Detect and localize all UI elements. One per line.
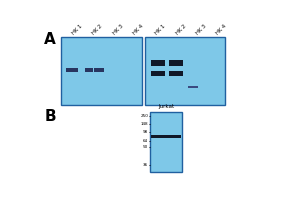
Text: HK 1: HK 1 [71,23,84,36]
Text: Jurkat: Jurkat [158,104,174,109]
Bar [151,71,164,76]
Bar [85,68,93,72]
Text: HK 1: HK 1 [154,23,167,36]
Bar [169,71,183,76]
Text: A: A [44,32,56,47]
Text: HK 3: HK 3 [195,23,207,36]
Text: HK 2: HK 2 [92,23,104,36]
Bar [94,68,104,72]
Bar [145,37,225,105]
Text: HK 4: HK 4 [215,23,227,36]
Text: 98: 98 [143,130,148,134]
Text: HK 2: HK 2 [175,23,187,36]
Bar [150,112,182,172]
Bar [151,60,164,66]
Bar [188,86,198,88]
Text: HK 3: HK 3 [112,23,124,36]
Text: HK 4: HK 4 [132,23,144,36]
Bar [169,60,183,66]
Text: 148: 148 [141,122,148,126]
Text: 64: 64 [143,139,148,143]
Bar [61,37,142,105]
Text: 36: 36 [143,163,148,167]
Text: 250: 250 [140,114,148,118]
Bar [152,135,181,138]
Bar [66,68,78,72]
Text: B: B [44,109,56,124]
Text: 50: 50 [143,145,148,149]
